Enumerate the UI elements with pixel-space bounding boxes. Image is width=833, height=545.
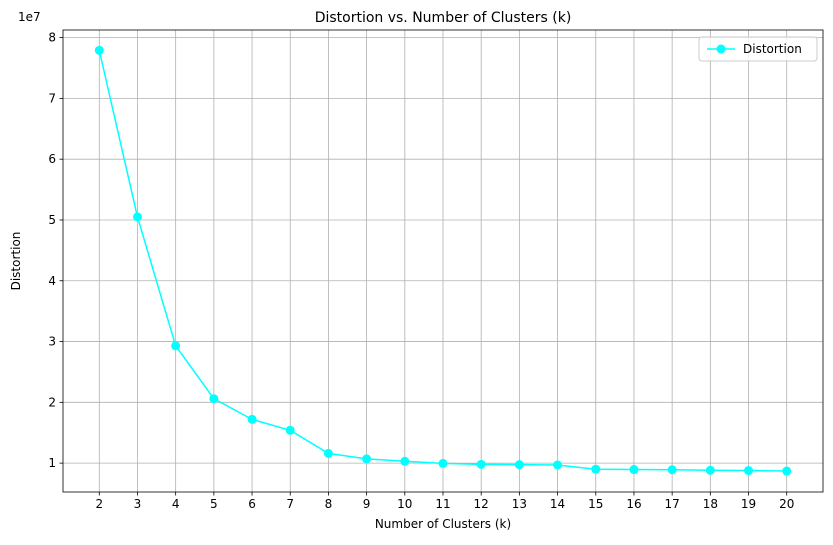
- data-point: [132, 212, 142, 222]
- legend-entry-distortion: Distortion: [743, 42, 802, 56]
- x-axis-label: Number of Clusters (k): [375, 517, 511, 531]
- x-tick-label: 7: [286, 497, 294, 511]
- x-tick-label: 18: [703, 497, 718, 511]
- legend-marker-swatch: [716, 44, 726, 54]
- data-point: [514, 460, 524, 470]
- data-point: [782, 466, 792, 476]
- y-tick-label: 2: [48, 395, 56, 409]
- y-tick-label: 5: [48, 213, 56, 227]
- y-tick-label: 4: [48, 274, 56, 288]
- x-tick-label: 10: [397, 497, 412, 511]
- data-point: [285, 425, 295, 435]
- data-point: [667, 465, 677, 475]
- grid-lines: [63, 30, 823, 492]
- data-point: [209, 394, 219, 404]
- x-tick-label: 19: [741, 497, 756, 511]
- x-tick-label: 16: [626, 497, 641, 511]
- chart-title: Distortion vs. Number of Clusters (k): [315, 10, 572, 26]
- data-point: [171, 341, 181, 351]
- x-tick-label: 12: [474, 497, 489, 511]
- data-point: [591, 464, 601, 474]
- data-point: [362, 454, 372, 464]
- x-tick-label: 3: [134, 497, 142, 511]
- data-point: [400, 456, 410, 466]
- y-tick-label: 1: [48, 456, 56, 470]
- data-point: [323, 448, 333, 458]
- x-tick-label: 4: [172, 497, 180, 511]
- x-tick-label: 5: [210, 497, 218, 511]
- legend-box: [698, 36, 818, 62]
- data-point: [94, 45, 104, 55]
- legend: Distortion: [698, 36, 818, 62]
- y-axis-offset-label: 1e7: [18, 10, 41, 24]
- data-point: [629, 465, 639, 475]
- y-tick-label: 3: [48, 335, 56, 349]
- series-layer: [94, 45, 792, 476]
- x-tick-label: 2: [95, 497, 103, 511]
- x-tick-label: 17: [665, 497, 680, 511]
- data-point: [705, 465, 715, 475]
- data-point: [553, 460, 563, 470]
- x-tick-label: 9: [363, 497, 371, 511]
- x-tick-label: 8: [325, 497, 333, 511]
- x-tick-label: 11: [435, 497, 450, 511]
- x-tick-label: 20: [779, 497, 794, 511]
- data-point: [744, 466, 754, 476]
- y-tick-label: 7: [48, 91, 56, 105]
- data-point: [247, 414, 257, 424]
- x-tick-label: 6: [248, 497, 256, 511]
- x-tick-label: 15: [588, 497, 603, 511]
- y-tick-label: 6: [48, 152, 56, 166]
- y-axis-label: Distortion: [9, 232, 23, 291]
- x-tick-label: 13: [512, 497, 527, 511]
- data-point: [438, 458, 448, 468]
- x-tick-label: 14: [550, 497, 565, 511]
- data-point: [476, 459, 486, 469]
- y-tick-label: 8: [48, 31, 56, 45]
